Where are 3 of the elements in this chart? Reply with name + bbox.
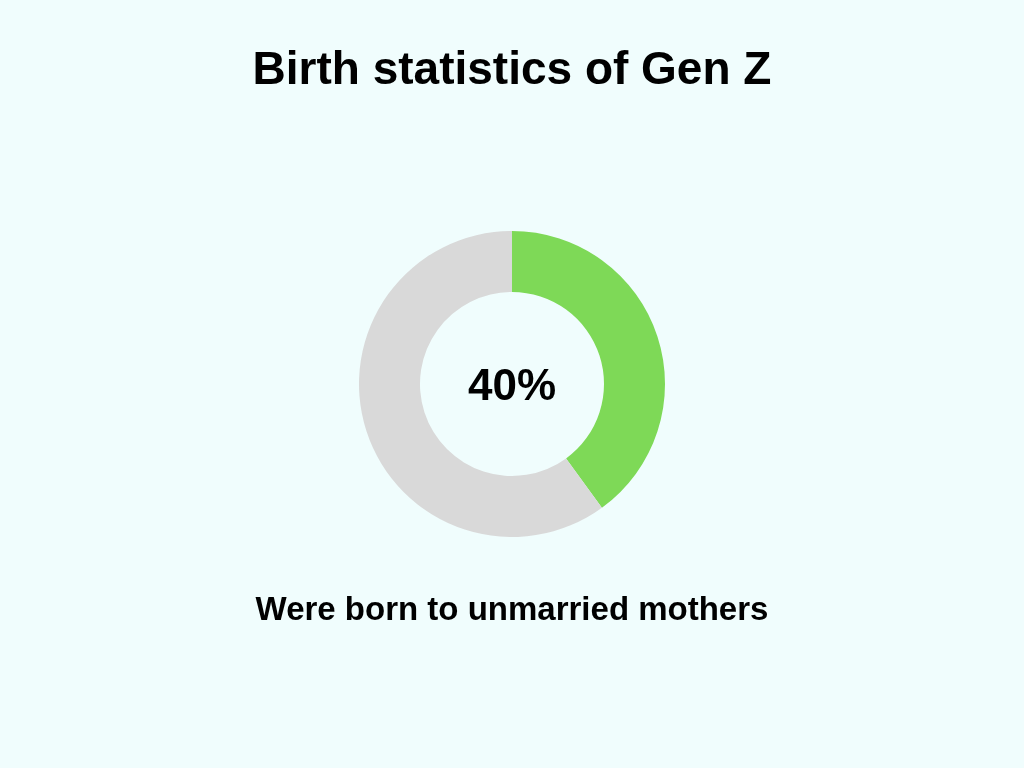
text: 40% <box>467 359 557 409</box>
text: Were born to unmarried mothers <box>255 590 769 627</box>
chart-title: Birth statistics of Gen Z <box>252 42 772 94</box>
